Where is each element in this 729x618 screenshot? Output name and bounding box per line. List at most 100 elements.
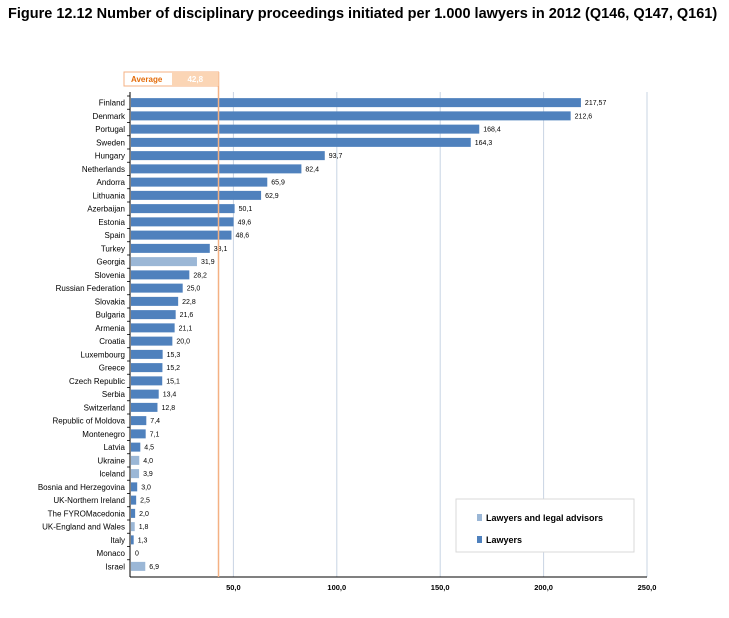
value-label-uk-england-and-wales: 1,8 xyxy=(139,524,149,531)
legend-swatch-advisors xyxy=(477,514,482,521)
category-label-bulgaria: Bulgaria xyxy=(96,311,126,320)
value-label-russian-federation: 25,0 xyxy=(187,286,201,293)
bar-slovakia xyxy=(131,296,179,306)
value-label-uk-northern-ireland: 2,5 xyxy=(140,498,150,505)
category-label-switzerland: Switzerland xyxy=(84,403,125,412)
category-label-greece: Greece xyxy=(99,364,126,373)
bar-lithuania xyxy=(131,190,262,200)
category-label-uk-northern-ireland: UK-Northern Ireland xyxy=(53,496,125,505)
bar-greece xyxy=(131,363,163,373)
bar-estonia xyxy=(131,217,234,227)
value-label-lithuania: 62,9 xyxy=(265,193,279,200)
category-label-portugal: Portugal xyxy=(95,125,125,134)
x-tick-label-250: 250,0 xyxy=(638,583,657,592)
category-label-montenegro: Montenegro xyxy=(82,430,125,439)
legend-label-advisors: Lawyers and legal advisors xyxy=(486,513,603,523)
bar-the-fyromacedonia xyxy=(131,508,136,518)
value-label-luxembourg: 15,3 xyxy=(167,352,181,359)
bar-israel xyxy=(131,561,146,571)
legend-box xyxy=(455,498,635,553)
value-label-finland: 217,57 xyxy=(585,100,607,107)
bar-serbia xyxy=(131,389,159,399)
bar-uk-northern-ireland xyxy=(131,495,137,505)
value-label-denmark: 212,6 xyxy=(575,113,593,120)
category-label-latvia: Latvia xyxy=(104,443,126,452)
bar-finland xyxy=(131,98,581,108)
value-label-slovenia: 28,2 xyxy=(193,272,207,279)
x-tick-labels: 50,0 100,0 150,0 200,0 250,0 xyxy=(226,583,656,592)
category-label-croatia: Croatia xyxy=(99,337,125,346)
category-label-monaco: Monaco xyxy=(97,549,126,558)
category-label-lithuania: Lithuania xyxy=(93,191,126,200)
category-label-russian-federation: Russian Federation xyxy=(56,284,125,293)
value-label-sweden: 164,3 xyxy=(475,140,493,147)
bars xyxy=(131,98,581,571)
x-tick-label-150: 150,0 xyxy=(431,583,450,592)
value-label-croatia: 20,0 xyxy=(176,339,190,346)
bar-italy xyxy=(131,535,134,545)
category-label-denmark: Denmark xyxy=(93,112,126,121)
value-label-andorra: 65,9 xyxy=(271,180,285,187)
category-label-turkey: Turkey xyxy=(101,244,125,253)
category-label-slovenia: Slovenia xyxy=(94,271,125,280)
bar-turkey xyxy=(131,243,210,253)
x-tick-label-100: 100,0 xyxy=(327,583,346,592)
value-label-republic-of-moldova: 7,4 xyxy=(150,418,160,425)
value-label-estonia: 49,6 xyxy=(238,219,252,226)
category-label-republic-of-moldova: Republic of Moldova xyxy=(53,417,126,426)
category-label-czech-republic: Czech Republic xyxy=(69,377,125,386)
category-label-slovakia: Slovakia xyxy=(95,297,126,306)
legend: Lawyers and legal advisors Lawyers xyxy=(455,498,635,553)
category-label-israel: Israel xyxy=(105,562,125,571)
value-label-spain: 48,6 xyxy=(236,233,250,240)
value-label-the-fyromacedonia: 2,0 xyxy=(139,511,149,518)
value-label-hungary: 93,7 xyxy=(329,153,343,160)
average-label: Average xyxy=(131,75,163,84)
bar-portugal xyxy=(131,124,480,134)
category-label-serbia: Serbia xyxy=(102,390,126,399)
bar-uk-england-and-wales xyxy=(131,522,135,532)
value-label-turkey: 38,1 xyxy=(214,246,228,253)
value-label-switzerland: 12,8 xyxy=(161,405,175,412)
average-marker: Average 42,8 xyxy=(123,71,220,577)
bar-latvia xyxy=(131,442,141,452)
category-label-netherlands: Netherlands xyxy=(82,165,125,174)
bar-bosnia-and-herzegovina xyxy=(131,482,138,492)
value-label-monaco: 0 xyxy=(135,551,139,558)
legend-label-lawyers: Lawyers xyxy=(486,535,522,545)
value-label-greece: 15,2 xyxy=(166,365,180,372)
bar-czech-republic xyxy=(131,376,163,386)
value-labels: 217,57 212,6 168,4 164,3 93,7 82,4 65,9 62,9 50,… xyxy=(135,100,606,571)
bar-armenia xyxy=(131,323,175,333)
category-label-italy: Italy xyxy=(110,536,125,545)
value-label-iceland: 3,9 xyxy=(143,471,153,478)
category-label-finland: Finland xyxy=(99,99,125,108)
bar-iceland xyxy=(131,469,140,479)
category-label-andorra: Andorra xyxy=(97,178,126,187)
average-value: 42,8 xyxy=(187,75,203,84)
category-label-bosnia-and-herzegovina: Bosnia and Herzegovina xyxy=(38,483,126,492)
x-tick-label-200: 200,0 xyxy=(534,583,553,592)
value-label-azerbaijan: 50,1 xyxy=(239,206,253,213)
bar-georgia xyxy=(131,257,197,267)
bar-bulgaria xyxy=(131,310,176,320)
x-tick-label-50: 50,0 xyxy=(226,583,241,592)
bar-andorra xyxy=(131,177,268,187)
value-label-bosnia-and-herzegovina: 3,0 xyxy=(141,484,151,491)
average-value-box xyxy=(172,72,219,86)
bar-russian-federation xyxy=(131,283,183,293)
category-label-azerbaijan: Azerbaijan xyxy=(87,205,125,214)
value-label-latvia: 4,5 xyxy=(144,445,154,452)
bar-croatia xyxy=(131,336,173,346)
axes xyxy=(127,92,647,578)
gridlines xyxy=(232,92,648,577)
bar-montenegro xyxy=(131,429,146,439)
category-label-georgia: Georgia xyxy=(97,258,126,267)
bar-luxembourg xyxy=(131,349,163,359)
bar-denmark xyxy=(131,111,571,121)
value-label-armenia: 21,1 xyxy=(179,325,193,332)
legend-swatch-lawyers xyxy=(477,536,482,543)
value-label-serbia: 13,4 xyxy=(163,392,177,399)
category-label-uk-england-and-wales: UK-England and Wales xyxy=(42,523,125,532)
category-labels: Finland Denmark Portugal Sweden Hungary Nethe… xyxy=(38,99,126,572)
